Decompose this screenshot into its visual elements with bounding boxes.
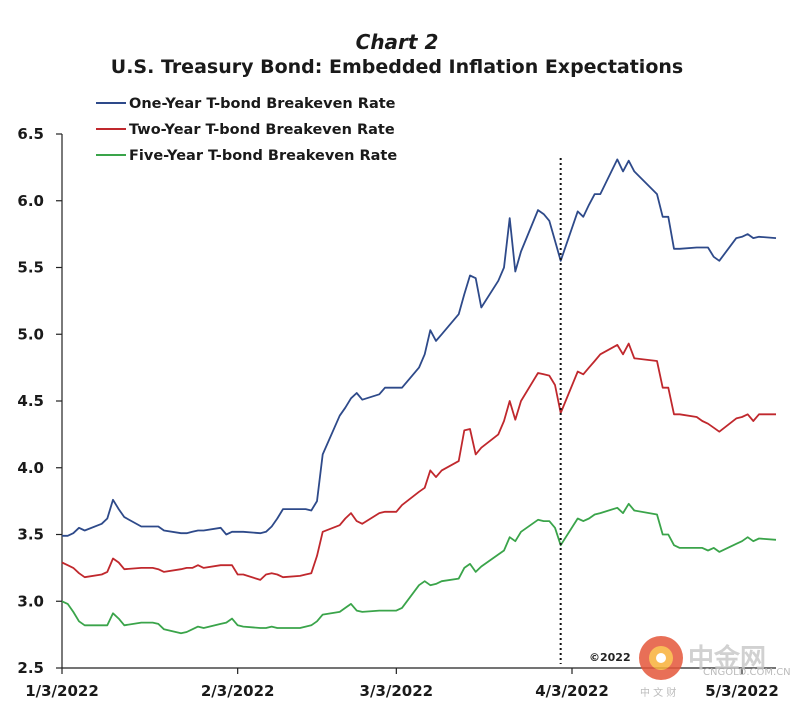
series-line-five-year-t-bond-breakeven-rate	[61, 502, 777, 635]
y-tick-label: 4.5	[17, 392, 44, 410]
y-tick-label: 4.0	[17, 459, 44, 477]
chart-subtitle: U.S. Treasury Bond: Embedded Inflation E…	[110, 56, 684, 78]
y-tick-label: 5.0	[17, 325, 44, 343]
y-tick-label: 3.0	[17, 592, 44, 610]
chart-title: Chart 2	[355, 30, 439, 54]
series-lines	[61, 158, 777, 635]
watermark-brand: 中金网	[688, 643, 766, 674]
y-tick-label: 5.5	[17, 259, 44, 277]
x-tick-label: 2/3/2022	[201, 682, 275, 700]
series-line-one-year-t-bond-breakeven-rate	[62, 158, 777, 537]
watermark-sub: 中 文 财	[640, 686, 676, 699]
legend-label: Two-Year T-bond Breakeven Rate	[129, 122, 395, 138]
legend-label: Five-Year T-bond Breakeven Rate	[129, 148, 397, 164]
x-tick-label: 5/3/2022	[705, 682, 779, 700]
x-tick-label: 1/3/2022	[25, 682, 99, 700]
y-tick-label: 6.0	[17, 192, 44, 210]
watermark-logo: 中金网 CNGOLD.COM.CN 中 文 财	[639, 636, 791, 699]
legend-label: One-Year T-bond Breakeven Rate	[129, 96, 396, 112]
y-tick-label: 6.5	[17, 125, 44, 143]
x-tick-label: 3/3/2022	[360, 682, 434, 700]
legend: One-Year T-bond Breakeven Rate Two-Year T…	[96, 96, 397, 164]
y-tick-label: 2.5	[17, 659, 44, 677]
x-axis: 1/3/2022 2/3/2022 3/3/2022 4/3/2022 5/3/2022	[25, 667, 779, 700]
y-axis: 2.5 3.0 3.5 4.0 4.5 5.0 5.5 6.0 6.5	[17, 125, 63, 677]
series-line-two-year-t-bond-breakeven-rate	[61, 342, 776, 581]
copyright-text: ©2022	[589, 651, 631, 664]
watermark-url: CNGOLD.COM.CN	[703, 667, 791, 678]
x-tick-label: 4/3/2022	[535, 682, 609, 700]
y-tick-label: 3.5	[17, 526, 44, 544]
